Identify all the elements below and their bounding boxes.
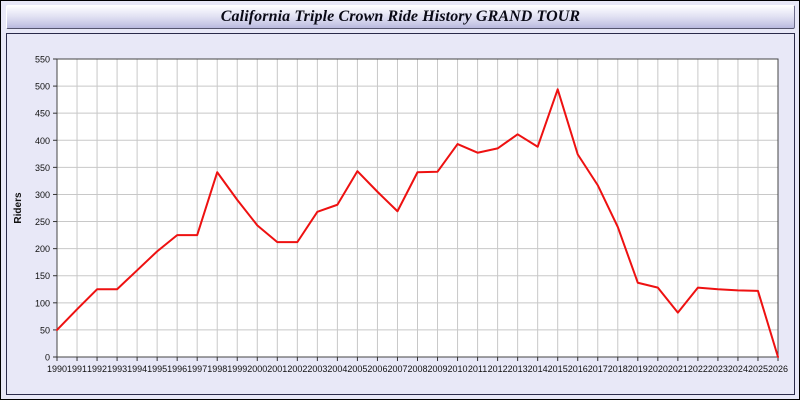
x-tick-label: 2020 bbox=[648, 364, 668, 374]
y-tick-label: 50 bbox=[40, 325, 50, 335]
x-tick-label: 2003 bbox=[307, 364, 327, 374]
y-tick-label: 0 bbox=[45, 353, 50, 363]
x-tick-label: 2011 bbox=[468, 364, 487, 374]
y-tick-label: 550 bbox=[35, 55, 50, 65]
y-axis-title: Riders bbox=[13, 192, 24, 224]
x-tick-label: 2018 bbox=[608, 364, 628, 374]
x-tick-label: 2025 bbox=[748, 364, 768, 374]
plot-area: 0 50 100 150 200 250 300 350 400 450 500 550 1990 19… bbox=[6, 33, 795, 395]
x-tick-label: 2010 bbox=[448, 364, 468, 374]
x-tick-label: 2023 bbox=[708, 364, 728, 374]
x-tick-label: 2001 bbox=[267, 364, 287, 374]
y-tick-label: 250 bbox=[35, 217, 50, 227]
x-tick-label: 1994 bbox=[127, 364, 147, 374]
grid-lines bbox=[56, 58, 779, 358]
y-tick-label: 500 bbox=[35, 82, 50, 92]
data-series bbox=[56, 88, 779, 358]
x-tick-label: 1997 bbox=[187, 364, 207, 374]
x-tick-label: 2002 bbox=[287, 364, 307, 374]
x-tick-label: 1993 bbox=[107, 364, 127, 374]
y-tick-label: 450 bbox=[35, 109, 50, 119]
x-tick-label: 2024 bbox=[728, 364, 748, 374]
x-tick-label: 2004 bbox=[327, 364, 347, 374]
x-tick-label: 2022 bbox=[688, 364, 708, 374]
x-tick-label: 2015 bbox=[548, 364, 568, 374]
x-tick-label: 1999 bbox=[227, 364, 247, 374]
y-tick-label: 150 bbox=[35, 271, 50, 281]
y-axis-ticks: 0 50 100 150 200 250 300 350 400 450 500 550 bbox=[35, 55, 57, 363]
x-tick-label: 1995 bbox=[147, 364, 167, 374]
y-tick-label: 350 bbox=[35, 163, 50, 173]
x-tick-label: 2008 bbox=[407, 364, 427, 374]
data-line bbox=[56, 88, 779, 358]
x-tick-label: 1992 bbox=[87, 364, 107, 374]
x-tick-label: 1991 bbox=[67, 364, 87, 374]
x-tick-label: 2019 bbox=[628, 364, 648, 374]
x-tick-label: 2005 bbox=[347, 364, 367, 374]
title-bar: California Triple Crown Ride History GRA… bbox=[6, 5, 795, 29]
x-tick-label: 2014 bbox=[528, 364, 548, 374]
y-axis-label: Riders bbox=[13, 192, 24, 224]
y-tick-label: 100 bbox=[35, 298, 50, 308]
page-title: California Triple Crown Ride History GRA… bbox=[220, 8, 581, 25]
x-tick-label: 1998 bbox=[207, 364, 227, 374]
x-tick-label: 1996 bbox=[167, 364, 187, 374]
x-tick-label: 2000 bbox=[247, 364, 267, 374]
x-tick-label: 2021 bbox=[668, 364, 688, 374]
x-tick-label: 2012 bbox=[488, 364, 508, 374]
x-tick-label: 1990 bbox=[47, 364, 67, 374]
x-tick-label: 2006 bbox=[367, 364, 387, 374]
y-tick-label: 400 bbox=[35, 136, 50, 146]
x-tick-label: 2016 bbox=[568, 364, 588, 374]
x-tick-label: 2013 bbox=[508, 364, 528, 374]
y-tick-label: 300 bbox=[35, 190, 50, 200]
x-axis-ticks: 1990 1991 1992 1993 1994 1995 1996 1997 1998 1999… bbox=[47, 357, 788, 374]
x-tick-label: 2026 bbox=[768, 364, 788, 374]
y-tick-label: 200 bbox=[35, 244, 50, 254]
x-tick-label: 2017 bbox=[588, 364, 608, 374]
x-tick-label: 2007 bbox=[387, 364, 407, 374]
x-tick-label: 2009 bbox=[428, 364, 448, 374]
